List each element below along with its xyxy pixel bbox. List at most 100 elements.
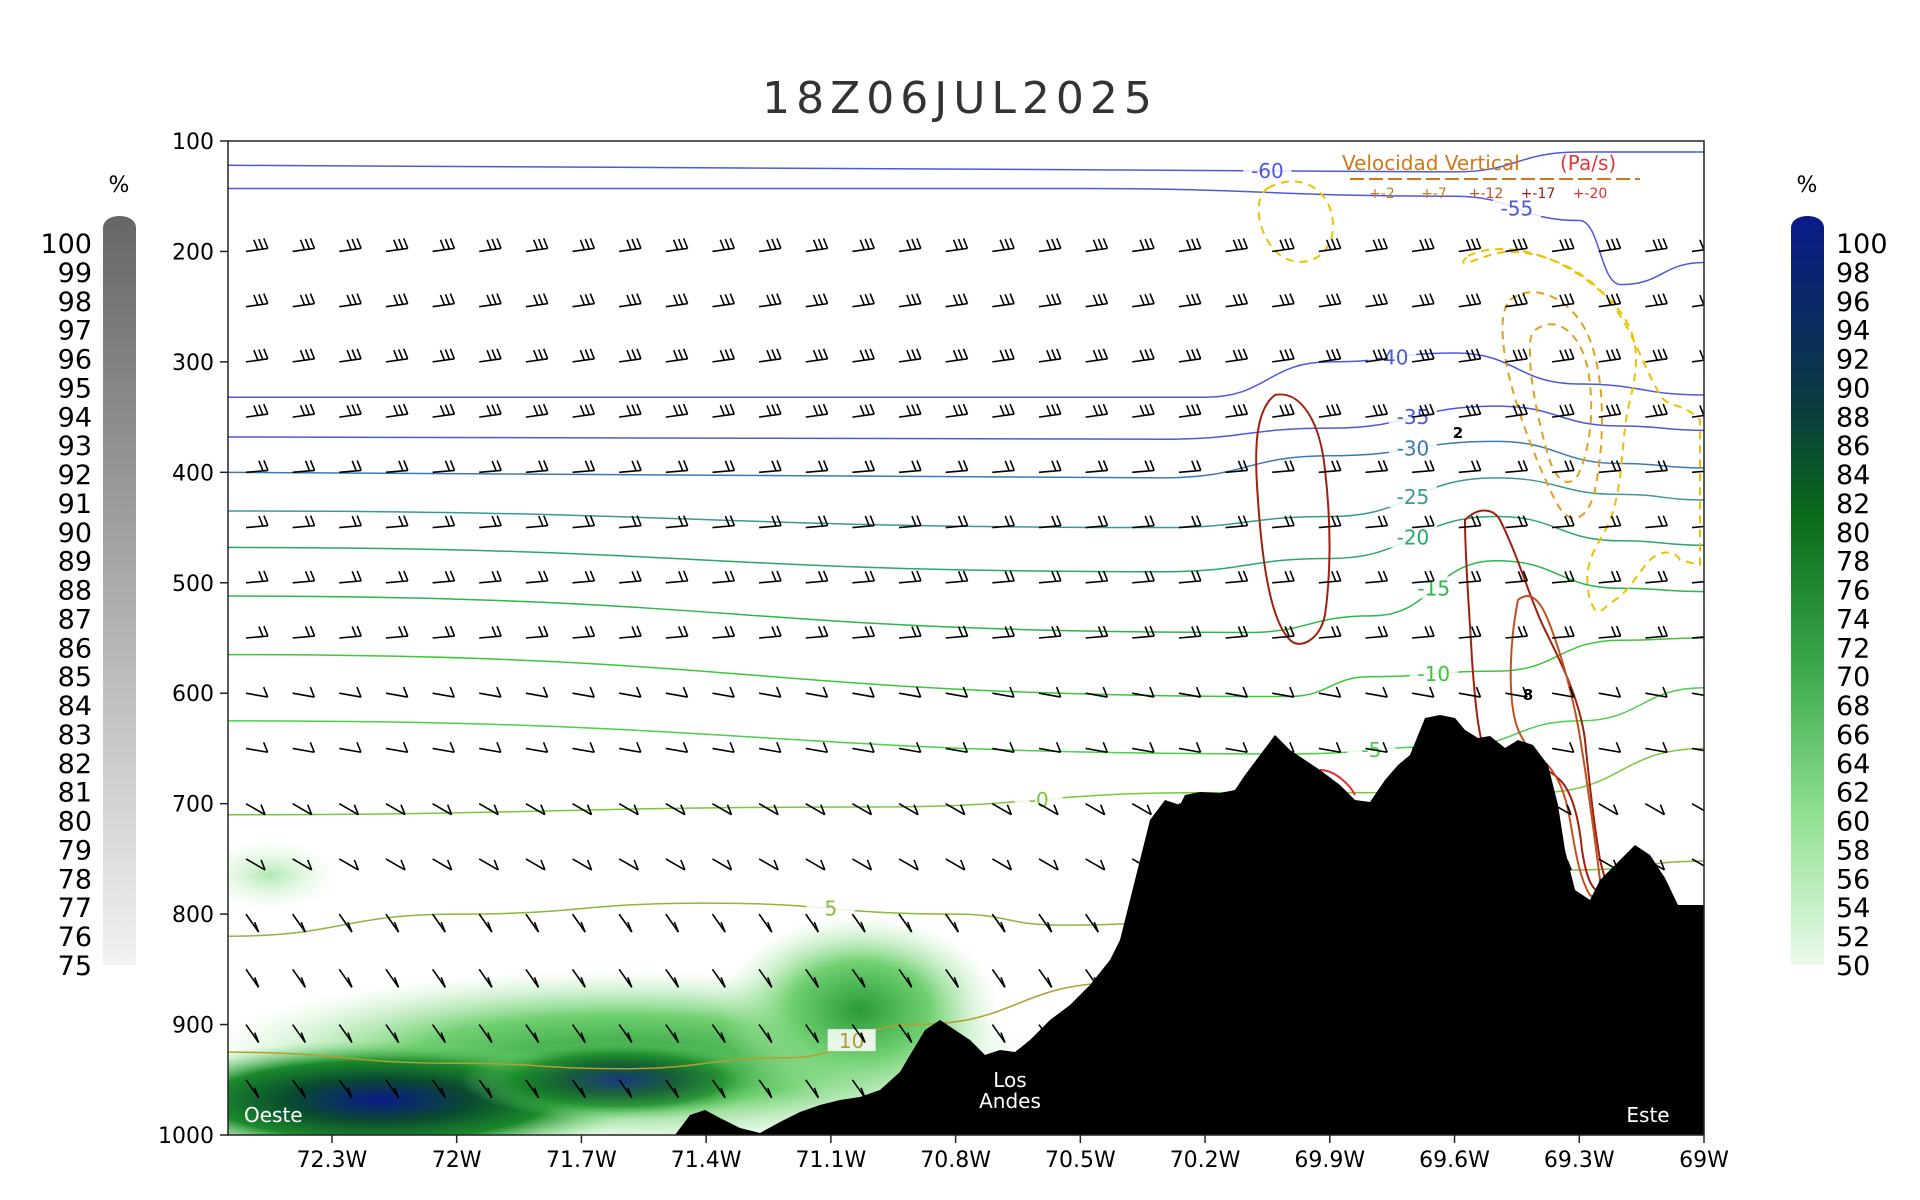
left-colorbar-label: 99 bbox=[58, 258, 92, 289]
wind-barb bbox=[945, 293, 969, 308]
wind-barb bbox=[665, 293, 689, 308]
wind-barb bbox=[852, 348, 875, 363]
wind-barb bbox=[385, 293, 409, 308]
wind-barb bbox=[338, 858, 360, 871]
wind-barb bbox=[805, 403, 829, 418]
left-colorbar-bar bbox=[103, 216, 136, 965]
wind-barb bbox=[805, 348, 829, 363]
wind-barb bbox=[1365, 570, 1389, 584]
wind-barb bbox=[432, 802, 453, 816]
wind-barb bbox=[1038, 515, 1062, 529]
wind-barb bbox=[1225, 460, 1249, 474]
wind-barb bbox=[1132, 686, 1155, 698]
wind-barb bbox=[805, 293, 829, 308]
wind-barb bbox=[1412, 460, 1435, 474]
wind-barb bbox=[1551, 348, 1575, 363]
wind-barb bbox=[618, 1079, 633, 1099]
wind-barb bbox=[852, 741, 875, 754]
wind-barb bbox=[432, 570, 456, 584]
wind-barb bbox=[1505, 348, 1528, 363]
wind-barb bbox=[339, 515, 362, 529]
wind-barb bbox=[1458, 293, 1482, 308]
wind-barb bbox=[1225, 570, 1249, 584]
wind-barb bbox=[805, 1079, 820, 1099]
wind-barb bbox=[1085, 802, 1106, 816]
y-tick-label: 200 bbox=[172, 240, 214, 265]
right-colorbar-label: 70 bbox=[1836, 662, 1870, 693]
vertical-velocity-contours bbox=[1255, 180, 1701, 898]
wind-barb bbox=[525, 625, 549, 639]
terrain-andes bbox=[675, 715, 1704, 1135]
wind-barb bbox=[1038, 968, 1053, 988]
wind-barb bbox=[619, 460, 642, 474]
left-colorbar-label: 87 bbox=[58, 604, 92, 635]
wind-barb bbox=[1318, 348, 1342, 363]
wind-barb bbox=[525, 1024, 540, 1044]
wind-barb bbox=[992, 515, 1015, 529]
right-colorbar-label: 88 bbox=[1836, 402, 1870, 433]
wind-barb bbox=[525, 238, 549, 253]
y-tick-label: 500 bbox=[172, 572, 214, 597]
wind-barb bbox=[572, 403, 596, 418]
left-colorbar-label: 93 bbox=[58, 431, 92, 462]
wind-barb bbox=[1038, 403, 1062, 418]
wind-barb bbox=[291, 913, 307, 933]
right-colorbar-label: 50 bbox=[1836, 951, 1870, 982]
wind-barb bbox=[292, 293, 316, 308]
wind-barb bbox=[665, 1024, 680, 1044]
wind-barb bbox=[385, 460, 409, 474]
wind-barb bbox=[759, 1134, 761, 1135]
wind-barb bbox=[339, 625, 362, 639]
wind-barb bbox=[1085, 238, 1109, 253]
wind-barb bbox=[711, 1024, 726, 1044]
temperature-contour bbox=[228, 747, 1704, 816]
left-colorbar-label: 81 bbox=[58, 778, 92, 809]
wind-barb bbox=[479, 293, 502, 308]
temperature-contour-label: -25 bbox=[1397, 485, 1430, 509]
left-colorbar-label: 97 bbox=[58, 316, 92, 347]
wind-barb bbox=[432, 293, 456, 308]
wind-barb bbox=[1505, 625, 1529, 639]
vv-contour-dashed bbox=[1501, 291, 1603, 520]
wind-barb bbox=[525, 858, 546, 871]
temperature-contour-label: -60 bbox=[1251, 159, 1284, 183]
wind-barb bbox=[292, 460, 316, 474]
left-colorbar-label: 85 bbox=[58, 662, 92, 693]
left-colorbar-label: 95 bbox=[58, 373, 92, 404]
y-tick-label: 1000 bbox=[158, 1124, 214, 1149]
left-colorbar: % 10099989796959493929190898887868584838… bbox=[40, 173, 136, 982]
y-tick-label: 400 bbox=[172, 461, 214, 486]
wind-barb bbox=[245, 515, 269, 529]
wind-barb bbox=[1598, 570, 1622, 584]
right-colorbar-label: 84 bbox=[1836, 460, 1870, 491]
wind-barb bbox=[711, 1079, 726, 1099]
wind-barb bbox=[945, 403, 969, 418]
right-colorbar-label: 74 bbox=[1836, 604, 1870, 635]
contour-label-bg bbox=[827, 1029, 876, 1052]
temperature-contour-label: -10 bbox=[1417, 662, 1450, 686]
wind-barb bbox=[245, 570, 269, 584]
left-colorbar-label: 88 bbox=[58, 576, 92, 607]
x-tick-label: 69.9W bbox=[1294, 1148, 1365, 1173]
wind-barb bbox=[385, 1134, 387, 1135]
wind-barb bbox=[758, 348, 782, 363]
wind-barb bbox=[1085, 293, 1109, 308]
wind-barb bbox=[1225, 625, 1249, 639]
contour-label-bg bbox=[1409, 661, 1458, 684]
wind-barb bbox=[292, 858, 313, 871]
temperature-contour bbox=[228, 187, 1704, 286]
wind-barb bbox=[525, 348, 549, 363]
right-colorbar-label: 54 bbox=[1836, 893, 1870, 924]
wind-barb bbox=[1365, 1134, 1367, 1135]
wind-barb bbox=[851, 1024, 866, 1044]
wind-barb bbox=[1085, 403, 1109, 418]
temperature-contour-label: 5 bbox=[825, 897, 838, 921]
wind-barb bbox=[1645, 686, 1668, 698]
wind-barb bbox=[572, 802, 593, 816]
wind-barb bbox=[245, 913, 260, 933]
wind-barb bbox=[991, 1024, 1006, 1044]
legend-item: +-20 bbox=[1573, 186, 1608, 202]
wind-barb bbox=[945, 238, 969, 253]
wind-barb bbox=[1038, 802, 1059, 816]
wind-barb bbox=[1038, 238, 1062, 253]
